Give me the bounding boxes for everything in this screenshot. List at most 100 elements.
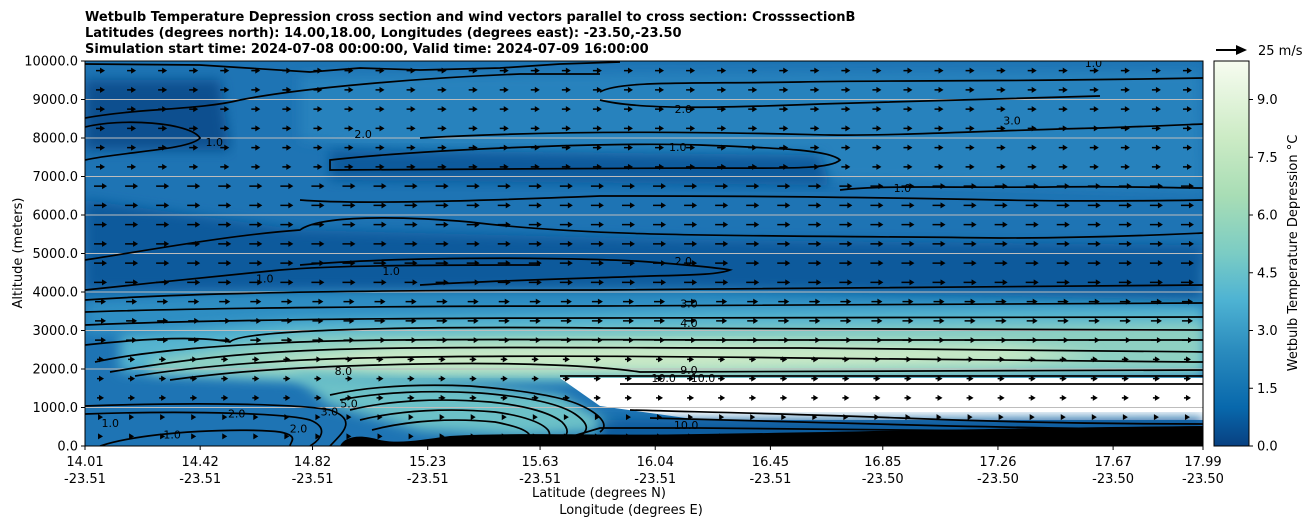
wind-vector (1152, 394, 1160, 401)
wind-vector (624, 356, 632, 363)
x-tick-latitude: 14.01 (66, 455, 103, 470)
x-tick-latitude: 17.99 (1184, 455, 1221, 470)
contour-line (85, 73, 600, 119)
wind-vector (469, 356, 477, 363)
wind-vector (404, 183, 418, 190)
wind-vector (684, 183, 698, 190)
wind-vector (842, 375, 850, 382)
wind-vector (406, 144, 416, 151)
wind-vector (1149, 221, 1163, 228)
wind-vector (408, 433, 414, 440)
wind-vector (965, 106, 975, 113)
wind-vector (966, 394, 974, 401)
wind-vector (373, 240, 387, 247)
wind-vector (1058, 106, 1068, 113)
contour-line (85, 411, 323, 446)
wind-vector (158, 67, 168, 74)
wind-vector (746, 279, 760, 286)
wind-vector (590, 183, 604, 190)
wind-vector (684, 202, 698, 209)
y-tick-label: 10000.0 (24, 55, 78, 70)
wind-vector (686, 163, 696, 170)
wind-vector (376, 394, 384, 401)
wind-vector (500, 356, 508, 363)
wind-vector (590, 221, 604, 228)
wind-vector (314, 394, 322, 401)
wind-vector (127, 144, 137, 151)
wind-vector (466, 183, 480, 190)
contour-label: 1.0 (102, 417, 120, 430)
wind-vector (623, 86, 633, 93)
wind-vector (1149, 279, 1163, 286)
wind-vector (282, 144, 292, 151)
wind-vector (498, 317, 510, 324)
wind-vector (96, 106, 106, 113)
colorbar-tick-label: 6.0 (1257, 209, 1278, 224)
wind-vector (499, 106, 509, 113)
wind-vector (1118, 279, 1132, 286)
contour-line (85, 217, 1203, 261)
title-line-3: Simulation start time: 2024-07-08 00:00:… (85, 42, 649, 57)
wind-vector (127, 125, 137, 132)
wind-vector (407, 375, 415, 382)
wind-vector (717, 106, 727, 113)
wind-vector (1152, 375, 1160, 382)
wind-vector (994, 240, 1008, 247)
wind-vector (375, 163, 385, 170)
wind-vector (995, 317, 1007, 324)
wind-vector (249, 240, 263, 247)
wind-vector (1180, 240, 1194, 247)
wind-vector (467, 317, 479, 324)
contour-line (99, 429, 294, 446)
wind-vector (870, 221, 884, 228)
contour-label: 1.0 (163, 428, 181, 441)
wind-vector (373, 260, 387, 267)
wind-vector (406, 86, 416, 93)
wind-vector (528, 202, 542, 209)
wind-vector (128, 375, 136, 382)
wind-vector (870, 240, 884, 247)
wind-vector (653, 202, 667, 209)
wind-vector (1122, 414, 1128, 421)
wind-vector (1090, 375, 1098, 382)
wind-vector (559, 279, 573, 286)
wind-vector (808, 183, 822, 190)
wind-vector (1149, 260, 1163, 267)
wind-vector (840, 298, 852, 305)
contour-label: 1.0 (382, 265, 400, 278)
wind-vector (1120, 163, 1130, 170)
field-band-low-moist (85, 200, 1203, 300)
wind-vector (870, 260, 884, 267)
wind-vector (94, 183, 108, 190)
field-band-max-region (560, 378, 1203, 420)
wind-vector (127, 67, 137, 74)
wind-vector (1089, 67, 1099, 74)
x-tick-latitude: 17.67 (1095, 455, 1132, 470)
wind-vector (127, 106, 137, 113)
quiver-key-label: 25 m/s (1258, 44, 1303, 59)
wind-vector (562, 394, 570, 401)
wind-vector (901, 240, 915, 247)
contour-line (299, 257, 733, 286)
wind-vector (592, 86, 602, 93)
wind-vector (963, 240, 977, 247)
wind-vector (810, 67, 820, 74)
wind-vector (653, 221, 667, 228)
wind-vector (97, 394, 105, 401)
wind-vector (219, 298, 231, 305)
wind-vector (903, 144, 913, 151)
x-tick-longitude: -23.51 (407, 472, 449, 487)
wind-vector (622, 298, 634, 305)
wind-vector (561, 125, 571, 132)
wind-vector (871, 317, 883, 324)
wind-vector (811, 356, 819, 363)
wind-vector (252, 356, 260, 363)
wind-vector (311, 202, 325, 209)
wind-vector (282, 106, 292, 113)
wind-vector (903, 86, 913, 93)
wind-vector (621, 221, 635, 228)
wind-vector (777, 221, 791, 228)
wind-vector (563, 414, 569, 421)
wind-vector (218, 202, 232, 209)
wind-vector (95, 337, 107, 344)
